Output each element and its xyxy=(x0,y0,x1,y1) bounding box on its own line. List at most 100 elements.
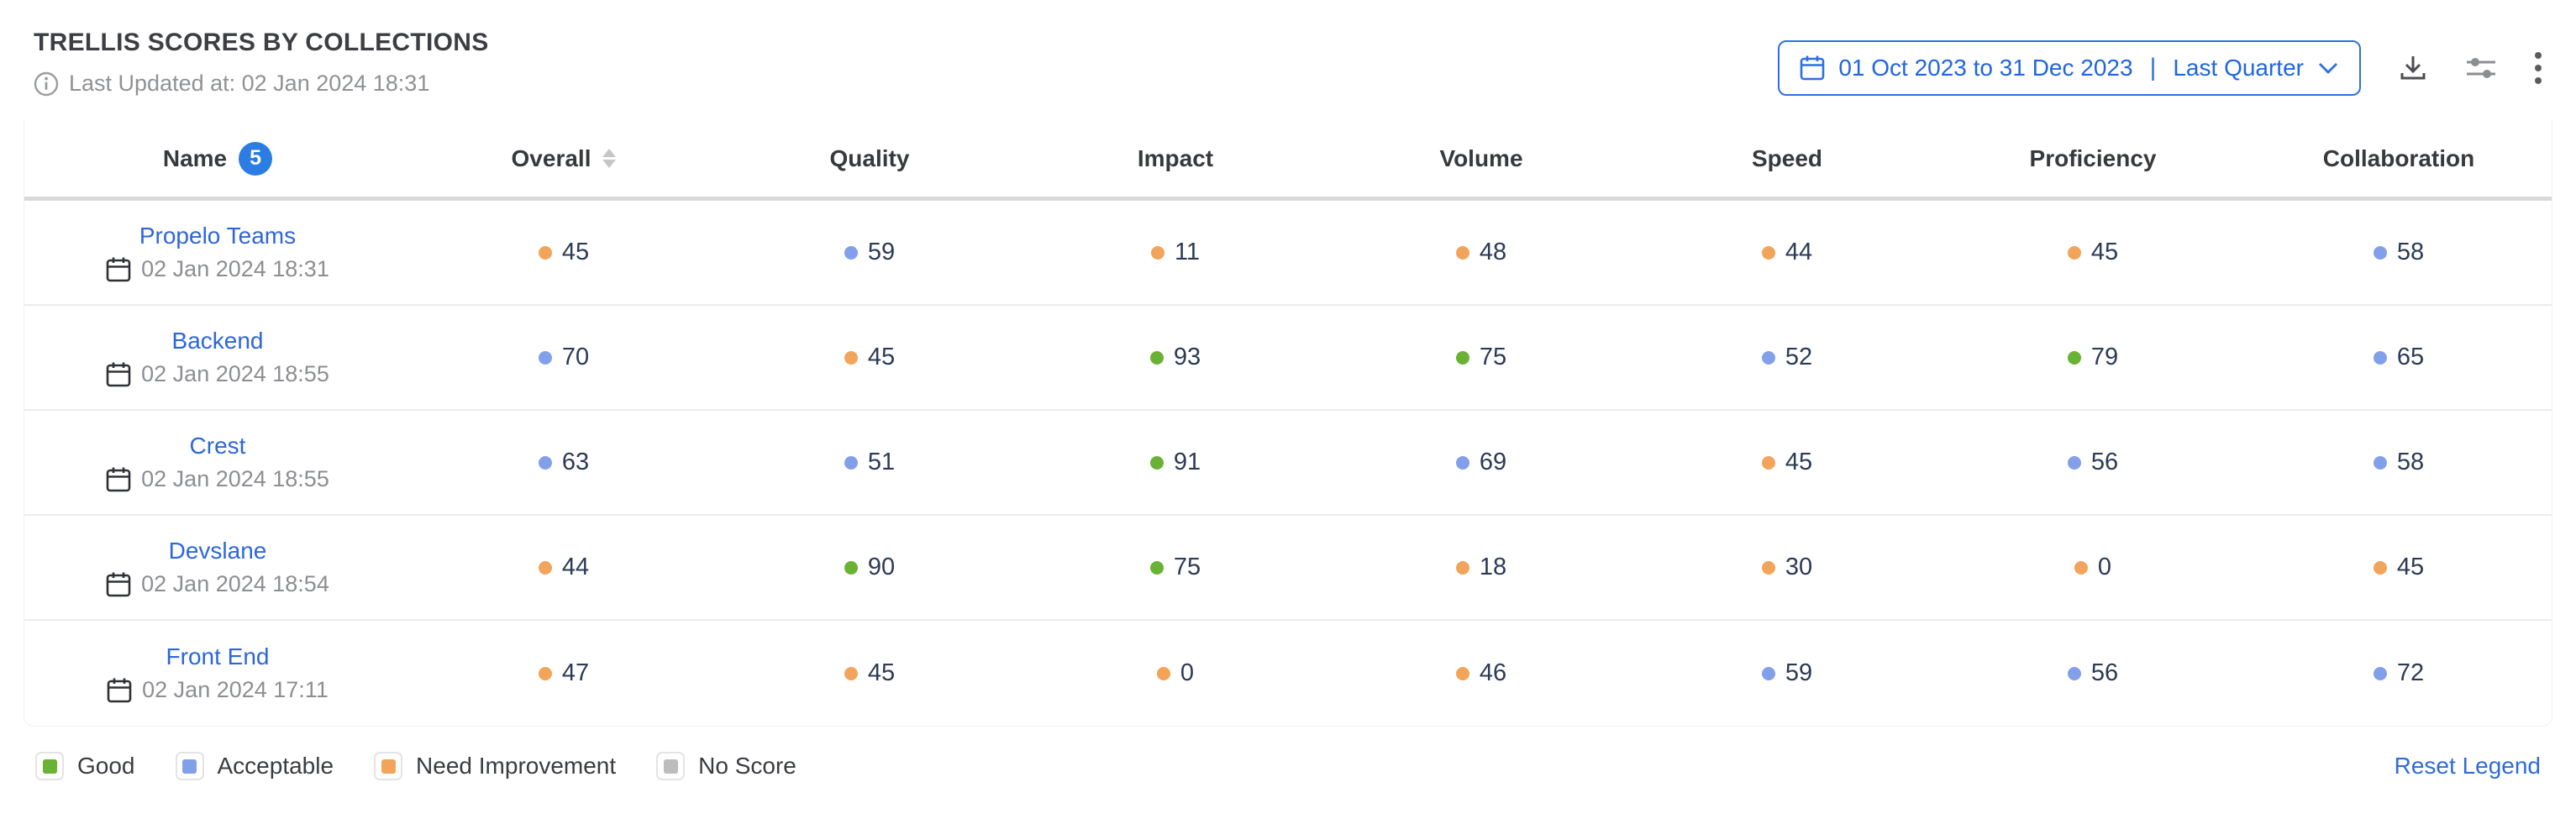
date-preset-text: Last Quarter xyxy=(2173,55,2304,81)
score-status-dot xyxy=(538,245,552,260)
score-value: 11 xyxy=(1174,239,1201,265)
last-updated: Last Updated at: 02 Jan 2024 18:31 xyxy=(34,71,489,97)
score-status-dot xyxy=(1455,245,1469,260)
score-status-dot xyxy=(538,350,552,365)
settings-sliders-button[interactable] xyxy=(2465,53,2497,83)
score-value: 58 xyxy=(2396,449,2425,475)
download-icon xyxy=(2398,53,2428,83)
more-options-button[interactable] xyxy=(2534,51,2542,85)
column-header-overall[interactable]: Overall xyxy=(411,145,717,172)
score-cell: 45 xyxy=(1634,449,1940,476)
kebab-menu-icon xyxy=(2534,51,2542,85)
score-value: 0 xyxy=(2097,554,2112,580)
score-cell: 47 xyxy=(411,659,717,687)
last-updated-text: Last Updated at: 02 Jan 2024 18:31 xyxy=(69,71,430,96)
score-cell: 79 xyxy=(1940,344,2246,371)
score-status-dot xyxy=(2067,350,2081,365)
score-value: 48 xyxy=(1479,239,1507,265)
score-value: 0 xyxy=(1180,659,1195,686)
score-cell: 90 xyxy=(717,554,1023,581)
score-status-dot xyxy=(2373,455,2387,470)
score-status-dot xyxy=(1455,666,1469,680)
score-status-dot xyxy=(2373,245,2387,260)
score-value: 70 xyxy=(561,344,590,370)
column-header-collaboration: Collaboration xyxy=(2322,144,2475,171)
collection-link[interactable]: Crest xyxy=(189,432,246,459)
overall-header-label: Overall xyxy=(511,144,591,171)
score-status-dot xyxy=(2074,560,2088,575)
calendar-icon xyxy=(106,571,131,598)
score-value: 69 xyxy=(1479,449,1507,475)
score-cell: 56 xyxy=(1940,449,2246,476)
score-status-dot xyxy=(1761,455,1775,470)
legend-label: Good xyxy=(77,753,135,779)
score-status-dot xyxy=(1156,666,1170,680)
score-value: 30 xyxy=(1785,554,1813,580)
score-status-dot xyxy=(538,666,552,680)
score-value: 65 xyxy=(2396,344,2425,370)
reset-legend-link[interactable]: Reset Legend xyxy=(2394,753,2541,779)
score-cell: 63 xyxy=(411,449,717,476)
legend-item-need-improvement[interactable]: Need Improvement xyxy=(374,752,616,780)
score-cell: 51 xyxy=(717,449,1023,476)
score-status-dot xyxy=(1149,560,1164,575)
calendar-icon xyxy=(106,256,131,283)
score-value: 59 xyxy=(1785,659,1813,686)
row-timestamp: 02 Jan 2024 18:54 xyxy=(106,571,329,598)
date-range-text: 01 Oct 2023 to 31 Dec 2023 xyxy=(1838,55,2133,81)
score-value: 44 xyxy=(1785,239,1813,265)
score-status-dot xyxy=(844,245,858,260)
score-status-dot xyxy=(844,350,858,365)
score-cell: 46 xyxy=(1328,659,1634,687)
header-left: TRELLIS SCORES BY COLLECTIONS Last Updat… xyxy=(34,29,489,97)
score-status-dot xyxy=(1761,560,1775,575)
chevron-down-icon xyxy=(2317,60,2339,76)
name-header-label: Name xyxy=(162,144,228,171)
row-timestamp: 02 Jan 2024 18:55 xyxy=(106,361,329,388)
score-status-dot xyxy=(2067,245,2081,260)
collection-link[interactable]: Backend xyxy=(171,327,264,354)
score-cell: 75 xyxy=(1023,554,1328,581)
score-cell: 0 xyxy=(1023,659,1328,687)
score-value: 63 xyxy=(561,449,590,475)
table-row: Front End 02 Jan 2024 17:11 47 45 0 46 59 56 72 xyxy=(24,621,2552,726)
score-status-dot xyxy=(844,666,858,680)
score-cell: 44 xyxy=(1634,239,1940,266)
name-cell: Propelo Teams 02 Jan 2024 18:31 xyxy=(24,223,411,283)
legend-item-acceptable[interactable]: Acceptable xyxy=(175,752,334,780)
score-cell: 45 xyxy=(2246,554,2552,581)
score-status-dot xyxy=(1761,350,1775,365)
score-value: 90 xyxy=(867,554,896,580)
score-cell: 58 xyxy=(2246,239,2552,266)
score-cell: 59 xyxy=(717,239,1023,266)
score-status-dot xyxy=(2067,666,2081,680)
column-header-proficiency: Proficiency xyxy=(2029,144,2157,171)
score-value: 51 xyxy=(867,449,896,475)
legend-swatch-need-improvement xyxy=(374,752,403,780)
sort-icon[interactable] xyxy=(602,149,617,168)
legend-swatch-good xyxy=(35,752,64,780)
info-icon xyxy=(34,71,59,97)
score-value: 79 xyxy=(2090,344,2119,370)
legend-item-good[interactable]: Good xyxy=(35,752,135,780)
collection-link[interactable]: Front End xyxy=(166,643,270,669)
score-cell: 70 xyxy=(411,344,717,371)
score-value: 45 xyxy=(2090,239,2119,265)
legend-item-no-score[interactable]: No Score xyxy=(656,752,796,780)
header-actions: 01 Oct 2023 to 31 Dec 2023 | Last Quarte… xyxy=(1778,40,2542,96)
score-value: 45 xyxy=(867,344,896,370)
download-button[interactable] xyxy=(2398,53,2428,83)
score-status-dot xyxy=(844,560,858,575)
collection-link[interactable]: Devslane xyxy=(168,537,267,564)
date-range-button[interactable]: 01 Oct 2023 to 31 Dec 2023 | Last Quarte… xyxy=(1778,40,2361,96)
score-status-dot xyxy=(2373,560,2387,575)
table-row: Devslane 02 Jan 2024 18:54 44 90 75 18 30 0 45 xyxy=(24,516,2552,621)
score-cell: 45 xyxy=(1940,239,2246,266)
legend-label: Acceptable xyxy=(217,753,334,779)
column-header-volume: Volume xyxy=(1439,144,1523,171)
collection-link[interactable]: Propelo Teams xyxy=(139,222,297,249)
score-value: 75 xyxy=(1173,554,1201,580)
table-body: Propelo Teams 02 Jan 2024 18:31 45 59 11 48 44… xyxy=(24,201,2552,726)
name-cell: Front End 02 Jan 2024 17:11 xyxy=(24,643,411,704)
